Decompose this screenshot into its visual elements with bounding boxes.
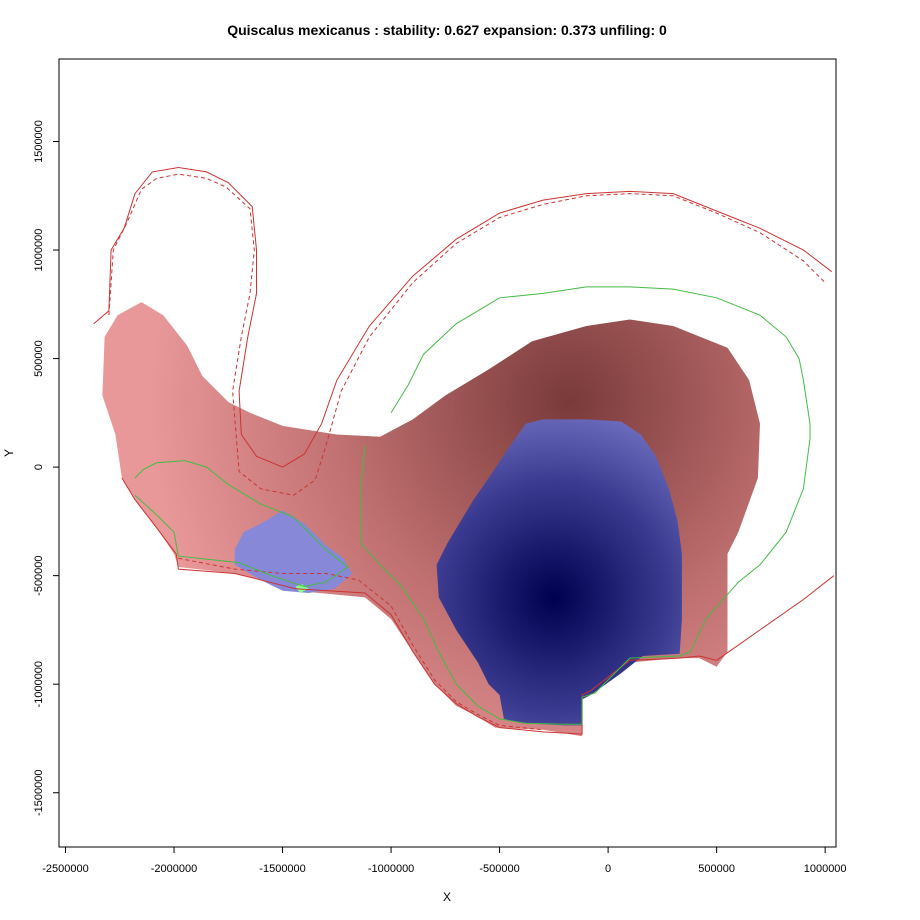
native-contour-lower-dashed [178, 557, 544, 731]
native-contour-lower [121, 477, 835, 735]
x-tick-label: -1500000 [259, 863, 306, 875]
invasive-contour-small [134, 460, 349, 588]
x-tick-label: 1000000 [804, 863, 847, 875]
y-axis-label: Y [2, 449, 16, 457]
invasive-contour-outer [360, 286, 811, 725]
y-tick-label: 0 [33, 464, 45, 470]
y-tick-label: -500000 [33, 555, 45, 595]
x-axis: -2500000 -2000000 -1500000 -1000000 -500000 0… [42, 847, 847, 875]
native-contour-inner-dashed [108, 173, 826, 496]
plot-area [93, 166, 835, 737]
x-tick-label: 500000 [698, 863, 735, 875]
stability-region-main [436, 419, 682, 726]
x-axis-label: X [443, 890, 451, 904]
x-tick-label: -1000000 [368, 863, 415, 875]
y-tick-label: -1000000 [33, 661, 45, 708]
x-tick-label: -2500000 [42, 863, 89, 875]
y-tick-label: 500000 [33, 340, 45, 377]
y-tick-label: -1500000 [33, 769, 45, 816]
y-axis: -1500000 -1000000 -500000 0 500000 1000000 150… [33, 120, 59, 816]
x-tick-label: -500000 [479, 863, 519, 875]
y-tick-label: 1500000 [33, 120, 45, 163]
x-tick-label: -2000000 [151, 863, 198, 875]
chart-title: Quiscalus mexicanus : stability: 0.627 e… [227, 22, 667, 38]
y-tick-label: 1000000 [33, 229, 45, 272]
x-tick-label: 0 [605, 863, 611, 875]
plot-frame [58, 58, 837, 848]
native-contour-outer [93, 166, 833, 468]
